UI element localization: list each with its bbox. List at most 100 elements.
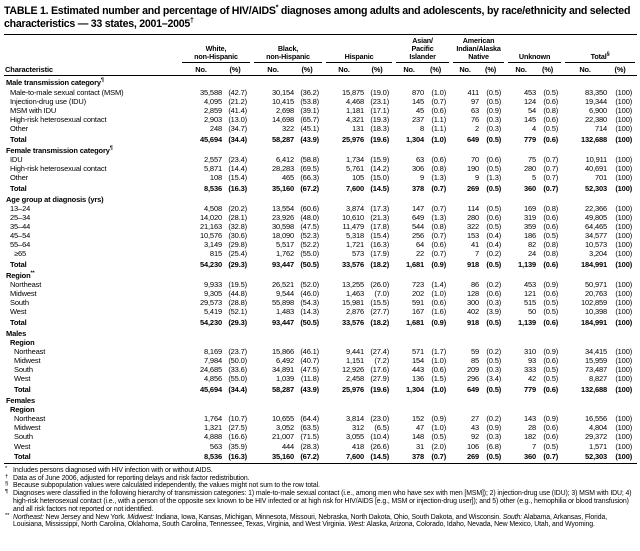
cell-number: 9	[420, 172, 425, 182]
cell-number: 544	[411, 221, 425, 231]
table-row: Other 108 (15.4) 465 (66.3) 105 (15.0) 9 (1.3) 9 (…	[4, 173, 637, 182]
cell-percent: (16.3)	[228, 183, 248, 193]
row-label: Northeast	[14, 347, 46, 357]
cell-percent: (0.5)	[486, 96, 502, 106]
table-row: West 563 (35.9) 444 (28.3) 418 (26.6) 31 (2.0) 10…	[4, 442, 637, 451]
cell-percent: (10.4)	[370, 432, 390, 442]
cell-number: 723	[411, 279, 425, 289]
cell-percent: (1.1)	[431, 114, 447, 124]
cell-percent: (34.7)	[228, 123, 248, 133]
row-label: ≥65	[14, 249, 27, 259]
cell-percent: (0.9)	[543, 279, 559, 289]
cell-number: 52,303	[585, 183, 608, 193]
cell-number: 132,688	[581, 384, 608, 394]
cell-number: 280	[466, 212, 480, 222]
cell-percent: (100)	[615, 317, 633, 327]
cell-number: 3,055	[346, 432, 365, 442]
cell-number: 63	[471, 105, 480, 115]
cell-percent: (0.5)	[479, 450, 507, 464]
cell-number: 515	[523, 298, 537, 308]
column-group-header: Unknown	[506, 35, 563, 64]
total-row: Total 45,694 (34.4) 58,287 (43.9) 25,976 (19.6…	[4, 383, 637, 394]
cell-number: 35,160	[252, 450, 294, 464]
column-group-row: Characteristic White, non-Hispanic Black,…	[4, 34, 637, 77]
cell-percent: (100)	[615, 384, 633, 394]
cell-percent: (0.7)	[431, 183, 447, 193]
cell-number: 93	[528, 356, 537, 366]
cell-number: 190	[466, 163, 480, 173]
cell-number: 10,610	[341, 212, 365, 222]
cell-percent: (0.7)	[431, 230, 447, 240]
cell-number: 31	[416, 441, 425, 451]
no-subheader: No.	[451, 63, 480, 77]
cell-number: 3,204	[589, 249, 608, 259]
cell-percent: (11.8)	[300, 374, 320, 384]
row-label: West	[10, 307, 27, 317]
cell-number: 1,151	[346, 356, 365, 366]
cell-number: 402	[466, 307, 480, 317]
cell-percent: (52.2)	[300, 240, 320, 250]
cell-number: 76	[471, 114, 480, 124]
cell-percent: (0.5)	[486, 221, 502, 231]
cell-number: 333	[523, 365, 537, 375]
cell-percent: (0.7)	[424, 450, 452, 464]
cell-percent: (15.4)	[370, 230, 390, 240]
cell-number: 47	[416, 423, 425, 433]
cell-number: 49,805	[585, 212, 608, 222]
cell-percent: (100)	[615, 123, 633, 133]
cell-percent: (0.9)	[431, 317, 447, 327]
cell-number: 54,230	[199, 259, 222, 269]
footnotes: * Includes persons diagnosed with HIV inf…	[4, 466, 637, 529]
cell-percent: (0.8)	[431, 221, 447, 231]
cell-number: 16,556	[585, 414, 608, 424]
cell-number: 815	[209, 249, 222, 259]
cell-number: 29,372	[585, 432, 608, 442]
cell-number: 21,007	[271, 432, 295, 442]
cell-percent: (16.3)	[370, 240, 390, 250]
cell-percent: (0.9)	[431, 414, 447, 424]
cell-percent: (0.6)	[543, 221, 559, 231]
cell-percent: (43.9)	[300, 384, 320, 394]
cell-number: 73,487	[585, 365, 608, 375]
cell-percent: (1.7)	[431, 347, 447, 357]
cell-number: 145	[411, 96, 425, 106]
cell-percent: (33.6)	[228, 365, 248, 375]
no-subheader: No.	[252, 63, 295, 77]
cell-number: 870	[411, 87, 425, 97]
cell-percent: (29.3)	[228, 317, 248, 327]
cell-number: 5,318	[346, 230, 365, 240]
cell-number: 1,681	[406, 259, 425, 269]
cell-percent: (55.0)	[228, 374, 248, 384]
subsection-header: Region	[10, 338, 35, 347]
cell-number: 186	[523, 230, 537, 240]
cell-percent: (42.7)	[228, 87, 248, 97]
cell-number: 3,052	[275, 423, 295, 433]
footnote: ** Northeast: New Jersey and New York. Mi…	[5, 512, 608, 529]
cell-number: 50	[528, 307, 537, 317]
cell-number: 167	[411, 307, 425, 317]
cell-number: 5,871	[203, 163, 222, 173]
cell-percent: (15.0)	[370, 172, 390, 182]
cell-number: 145	[523, 114, 537, 124]
cell-percent: (63.5)	[300, 423, 320, 433]
cell-percent: (100)	[615, 365, 633, 375]
cell-number: 97	[471, 96, 480, 106]
row-label: MSM with IDU	[10, 105, 57, 115]
cell-percent: (0.3)	[486, 123, 502, 133]
cell-number: 45,694	[199, 384, 222, 394]
cell-number: 360	[506, 450, 536, 464]
cell-number: 143	[523, 414, 537, 424]
cell-number: 1,734	[346, 154, 365, 164]
cell-percent: (0.5)	[486, 183, 502, 193]
footnote: † Data as of June 2006, adjusted for repo…	[5, 473, 250, 482]
document-page: TABLE 1. Estimated number and percentage…	[4, 4, 638, 529]
cell-number: 6,900	[589, 105, 608, 115]
pct-subheader: (%)	[424, 63, 452, 77]
cell-percent: (19.5)	[228, 279, 248, 289]
cell-number: 312	[351, 423, 365, 433]
cell-number: 154	[411, 356, 425, 366]
cell-percent: (7.0)	[374, 289, 390, 299]
cell-number: 5,517	[275, 240, 295, 250]
section-header-row: Region**	[4, 269, 637, 280]
cell-percent: (39.1)	[300, 105, 320, 115]
